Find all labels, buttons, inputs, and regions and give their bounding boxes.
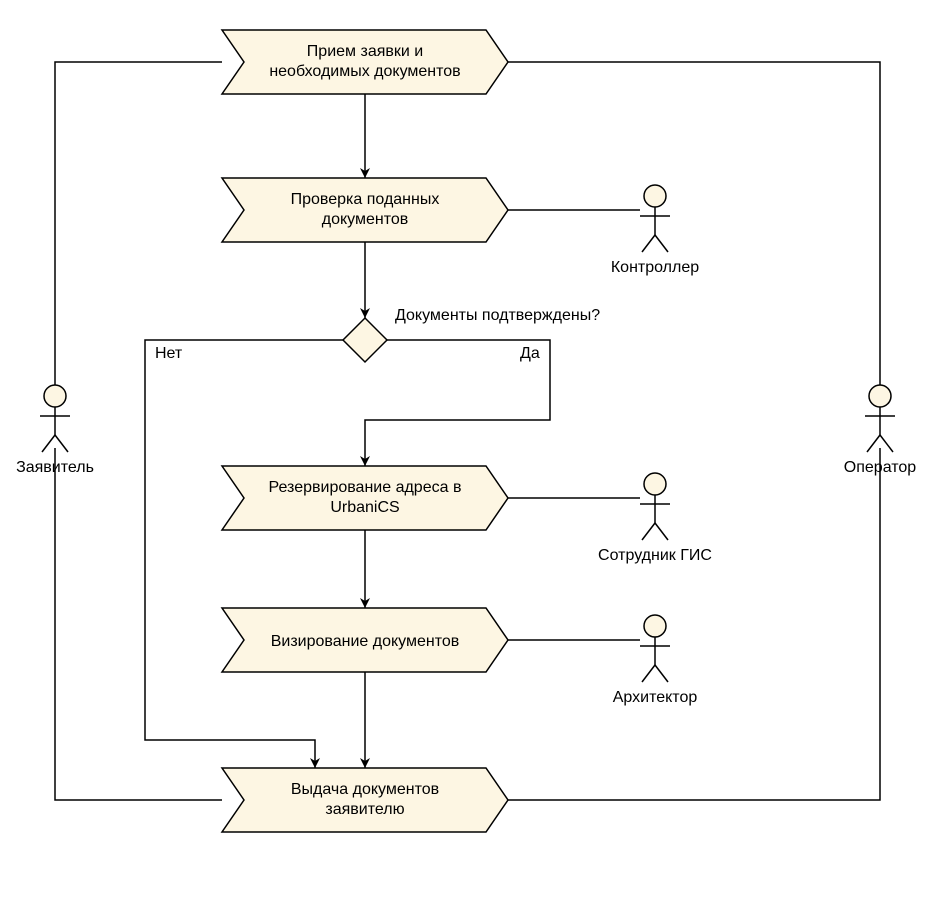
actor-controller-label: Контроллер xyxy=(611,259,699,276)
edge-operator-n1 xyxy=(508,62,880,385)
node-n4-line1: Визирование документов xyxy=(271,633,460,650)
node-n5-line1: Выдача документов xyxy=(291,781,439,798)
actor-architect: Архитектор xyxy=(613,615,698,706)
actor-applicant-label: Заявитель xyxy=(16,459,94,476)
edge-operator-n5 xyxy=(508,448,880,800)
edge-d1-no-n5 xyxy=(145,340,343,768)
flowchart-canvas: Прием заявки и необходимых документов Пр… xyxy=(0,0,943,900)
node-n2-line2: документов xyxy=(322,211,409,228)
actor-operator-label: Оператор xyxy=(844,459,917,476)
node-n2-line1: Проверка поданных xyxy=(291,191,440,208)
node-n5: Выдача документов заявителю xyxy=(222,768,508,832)
edge-applicant-n1 xyxy=(55,62,222,385)
decision-question: Документы подтверждены? xyxy=(395,307,600,324)
node-n3-line2: UrbaniCS xyxy=(330,499,399,516)
node-n2: Проверка поданных документов xyxy=(222,178,508,242)
decision-no-label: Нет xyxy=(155,345,183,362)
node-n3: Резервирование адреса в UrbaniCS xyxy=(222,466,508,530)
decision-d1: Документы подтверждены? Да Нет xyxy=(155,307,600,362)
node-n1: Прием заявки и необходимых документов xyxy=(222,30,508,94)
node-n1-line2: необходимых документов xyxy=(269,63,460,80)
node-n3-line1: Резервирование адреса в xyxy=(269,479,462,496)
actor-operator: Оператор xyxy=(844,385,917,476)
node-n5-line2: заявителю xyxy=(325,801,404,818)
actor-architect-label: Архитектор xyxy=(613,689,698,706)
node-n1-line1: Прием заявки и xyxy=(307,43,423,60)
actor-gis: Сотрудник ГИС xyxy=(598,473,712,564)
node-n4: Визирование документов xyxy=(222,608,508,672)
actor-gis-label: Сотрудник ГИС xyxy=(598,547,712,564)
actor-controller: Контроллер xyxy=(611,185,699,276)
decision-yes-label: Да xyxy=(520,345,540,362)
actor-applicant: Заявитель xyxy=(16,385,94,476)
edge-applicant-n5 xyxy=(55,448,222,800)
